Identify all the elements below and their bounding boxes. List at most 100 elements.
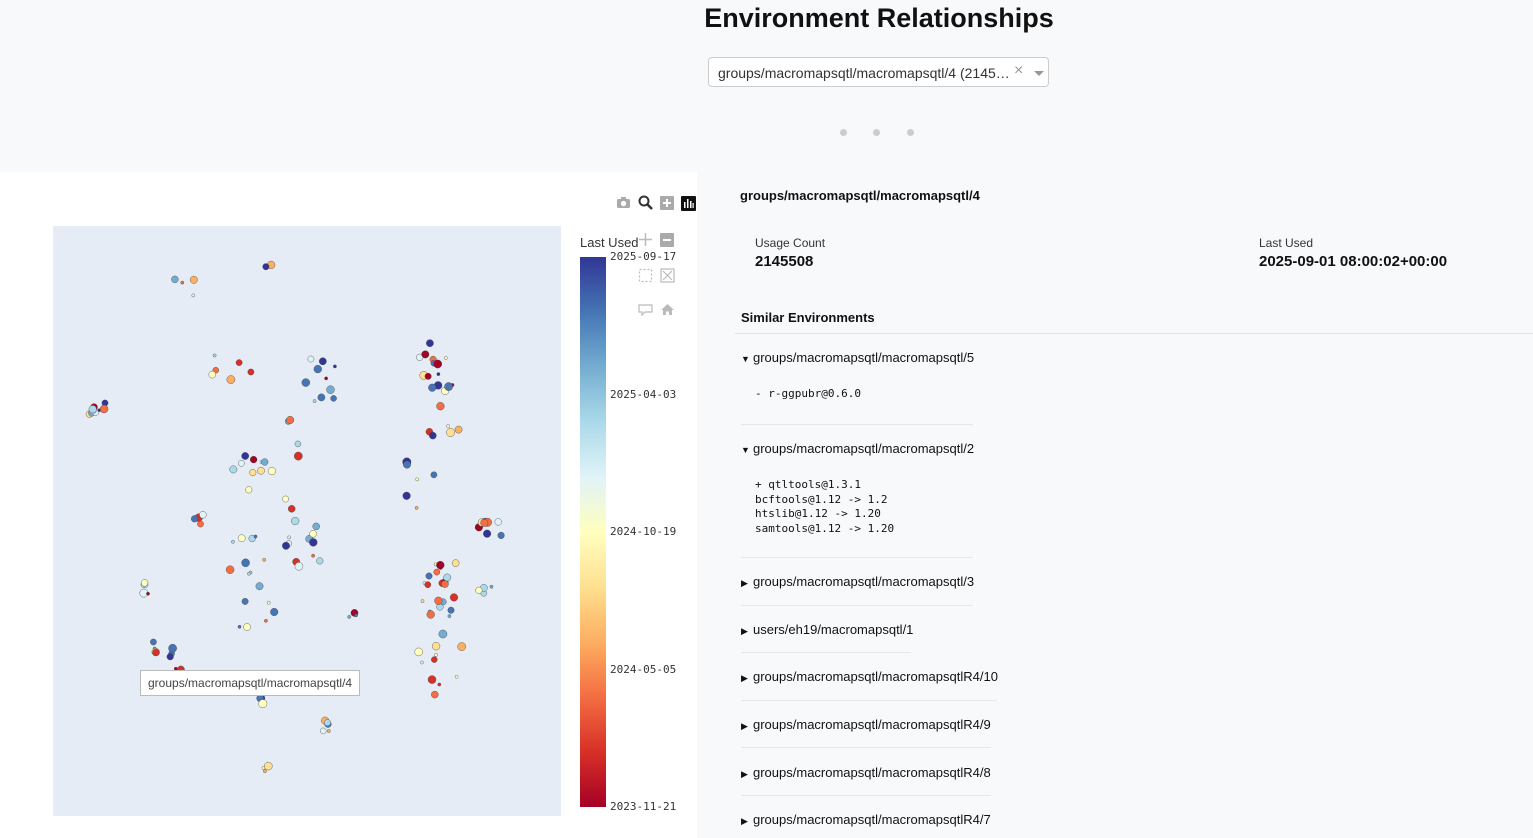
scatter-point[interactable] (180, 280, 185, 285)
scatter-point[interactable] (326, 729, 331, 733)
scatter-point[interactable] (437, 682, 442, 687)
scatter-point[interactable] (237, 624, 242, 629)
scatter-point[interactable] (247, 571, 251, 576)
similar-item[interactable]: ▶ groups/macromapsqtl/macromapsqtlR4/9 (741, 717, 991, 732)
scatter-point[interactable] (282, 495, 289, 503)
similar-item[interactable]: ▶ groups/macromapsqtl/macromapsqtlR4/8 (741, 765, 991, 780)
scatter-point[interactable] (450, 593, 459, 602)
similar-item[interactable]: ▶ groups/macromapsqtl/macromapsqtlR4/7 (741, 812, 991, 827)
scatter-point[interactable] (457, 642, 467, 651)
scatter-point[interactable] (443, 356, 448, 360)
scatter-point[interactable] (443, 573, 452, 582)
scatter-point[interactable] (446, 428, 455, 437)
compare-hover-icon[interactable] (637, 303, 653, 319)
scatter-point[interactable] (424, 372, 432, 380)
scatter-point[interactable] (480, 518, 489, 527)
scatter-point[interactable] (171, 275, 179, 284)
scatter-point[interactable] (454, 674, 459, 679)
scatter-point[interactable] (266, 600, 271, 605)
scatter-point[interactable] (270, 608, 279, 617)
scatter-point[interactable] (229, 465, 238, 474)
scatter-point[interactable] (432, 642, 441, 651)
scatter-point[interactable] (444, 382, 453, 391)
scatter-point[interactable] (431, 690, 439, 699)
scatter-point[interactable] (426, 610, 435, 619)
clear-icon[interactable]: × (1014, 62, 1024, 79)
scatter-point[interactable] (475, 586, 483, 594)
scatter-point[interactable] (231, 539, 235, 544)
scatter-point[interactable] (447, 606, 455, 614)
scatter-point[interactable] (425, 572, 433, 580)
scatter-point[interactable] (434, 596, 443, 605)
scatter-point[interactable] (293, 451, 303, 461)
scatter-point[interactable] (312, 522, 320, 531)
zoom-out-icon[interactable] (659, 233, 675, 249)
scatter-point[interactable] (403, 460, 411, 469)
scatter-point[interactable] (257, 466, 265, 475)
scatter-point[interactable] (140, 579, 149, 587)
scatter-point[interactable] (262, 263, 270, 271)
scatter-plot-area[interactable] (53, 226, 561, 816)
scatter-point[interactable] (245, 486, 253, 494)
scatter-point[interactable] (427, 675, 437, 684)
scatter-point[interactable] (88, 405, 97, 414)
scatter-point[interactable] (438, 629, 448, 639)
scatter-point[interactable] (190, 515, 198, 523)
scatter-point[interactable] (415, 477, 420, 482)
scatter-point[interactable] (99, 404, 109, 414)
scatter-point[interactable] (226, 375, 236, 384)
scatter-point[interactable] (282, 541, 290, 550)
scatter-point[interactable] (301, 378, 311, 387)
scatter-point[interactable] (311, 553, 315, 558)
similar-item[interactable]: ▶ users/eh19/macromapsqtl/1 (741, 622, 913, 637)
scatter-point[interactable] (235, 359, 243, 366)
scatter-point[interactable] (414, 647, 423, 657)
scatter-point[interactable] (294, 440, 302, 448)
scatter-point[interactable] (199, 511, 207, 519)
scatter-point[interactable] (262, 557, 266, 562)
scatter-point[interactable] (433, 359, 443, 369)
scatter-point[interactable] (431, 656, 438, 663)
scatter-point[interactable] (324, 719, 331, 727)
scatter-point[interactable] (286, 415, 295, 424)
scatter-point[interactable] (191, 293, 196, 298)
scatter-point[interactable] (436, 402, 445, 411)
autoscale-icon[interactable] (659, 268, 675, 284)
scatter-point[interactable] (197, 520, 204, 528)
scatter-point[interactable] (497, 531, 505, 539)
scatter-point[interactable] (291, 516, 300, 526)
scatter-point[interactable] (436, 372, 441, 376)
scatter-point[interactable] (434, 653, 438, 657)
similar-item[interactable]: ▼ groups/macromapsqtl/macromapsqtl/2 (741, 441, 974, 456)
scatter-point[interactable] (267, 467, 276, 476)
scatter-point[interactable] (494, 518, 502, 526)
scatter-point[interactable] (307, 355, 315, 363)
scatter-point[interactable] (250, 456, 258, 464)
scatter-point[interactable] (168, 643, 177, 653)
home-icon[interactable] (659, 303, 675, 319)
scatter-point[interactable] (166, 653, 174, 661)
scatter-point[interactable] (241, 452, 249, 460)
scatter-point[interactable] (324, 376, 328, 381)
zoom-in-icon[interactable] (659, 196, 675, 212)
similar-item[interactable]: ▶ groups/macromapsqtl/macromapsqtlR4/10 (741, 669, 998, 684)
scatter-point[interactable] (263, 769, 267, 774)
scatter-point[interactable] (255, 582, 264, 591)
scatter-points[interactable] (53, 226, 561, 816)
scatter-point[interactable] (420, 660, 424, 665)
scatter-point[interactable] (247, 368, 255, 376)
scatter-point[interactable] (241, 558, 250, 567)
scatter-point[interactable] (441, 580, 449, 588)
scatter-point[interactable] (287, 535, 291, 540)
scatter-point[interactable] (152, 648, 160, 657)
scatter-point[interactable] (424, 581, 432, 589)
scatter-point[interactable] (318, 357, 327, 366)
scatter-point[interactable] (430, 471, 438, 479)
chevron-down-icon[interactable] (1034, 71, 1044, 76)
plotly-logo[interactable] (680, 196, 696, 212)
scatter-point[interactable] (212, 353, 217, 358)
zoom-icon[interactable] (637, 195, 653, 211)
scatter-point[interactable] (330, 395, 337, 402)
similar-item[interactable]: ▶ groups/macromapsqtl/macromapsqtl/3 (741, 574, 974, 589)
similar-item[interactable]: ▼ groups/macromapsqtl/macromapsqtl/5 (741, 350, 974, 365)
